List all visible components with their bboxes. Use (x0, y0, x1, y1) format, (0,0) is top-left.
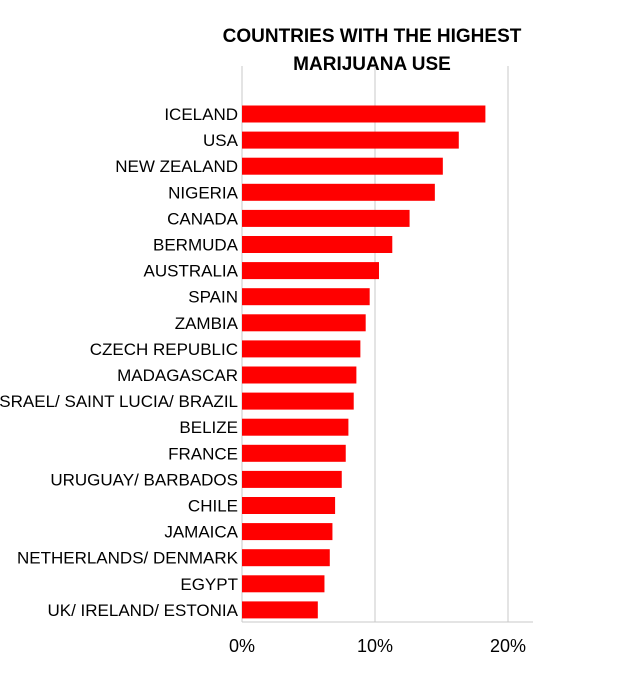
bar-6 (242, 262, 379, 280)
bar-12 (242, 418, 349, 436)
bar-0 (242, 105, 486, 123)
category-label-2: NEW ZEALAND (115, 157, 238, 176)
bar-9 (242, 340, 361, 358)
bar-15 (242, 497, 336, 514)
category-label-15: CHILE (188, 497, 238, 516)
category-label-19: UK/ IRELAND/ ESTONIA (47, 601, 238, 620)
category-label-10: MADAGASCAR (117, 366, 238, 385)
bar-2 (242, 157, 443, 175)
category-label-12: BELIZE (179, 418, 238, 437)
x-axis-tick-labels: 0% 10% 20% (229, 636, 526, 656)
category-label-17: NETHERLANDS/ DENMARK (17, 549, 239, 568)
bar-10 (242, 366, 357, 384)
bar-4 (242, 209, 410, 227)
bar-16 (242, 523, 333, 541)
category-label-16: JAMAICA (164, 523, 238, 542)
bar-18 (242, 575, 325, 593)
x-tick-label-0: 0% (229, 636, 255, 656)
category-label-14: URUGUAY/ BARBADOS (50, 470, 238, 489)
bar-5 (242, 236, 393, 253)
bar-1 (242, 131, 459, 149)
chart-title-line-2: MARIJUANA USE (293, 54, 451, 75)
bars (242, 105, 486, 619)
category-label-7: SPAIN (188, 288, 238, 307)
category-label-4: CANADA (167, 209, 239, 228)
category-label-9: CZECH REPUBLIC (90, 340, 238, 359)
chart-title: COUNTRIES WITH THE HIGHEST MARIJUANA USE (223, 26, 522, 75)
category-label-8: ZAMBIA (175, 314, 239, 333)
category-label-11: ISRAEL/ SAINT LUCIA/ BRAZIL (0, 392, 238, 411)
bar-11 (242, 392, 354, 410)
bar-17 (242, 549, 330, 567)
category-label-6: AUSTRALIA (144, 262, 239, 281)
x-tick-label-10: 10% (357, 636, 393, 656)
category-label-0: ICELAND (164, 105, 238, 124)
category-labels: ICELAND USA NEW ZEALAND NIGERIA CANADA BERMUD… (0, 105, 239, 620)
bar-19 (242, 601, 318, 619)
category-label-18: EGYPT (180, 575, 238, 594)
x-tick-label-20: 20% (490, 636, 526, 656)
bar-8 (242, 314, 366, 332)
category-label-1: USA (203, 131, 239, 150)
bar-3 (242, 183, 435, 201)
category-label-3: NIGERIA (168, 183, 239, 202)
bar-13 (242, 444, 346, 462)
category-label-5: BERMUDA (153, 236, 239, 255)
chart-title-line-1: COUNTRIES WITH THE HIGHEST (223, 26, 522, 47)
category-label-13: FRANCE (168, 444, 238, 463)
bar-7 (242, 288, 370, 306)
bar-14 (242, 470, 342, 488)
